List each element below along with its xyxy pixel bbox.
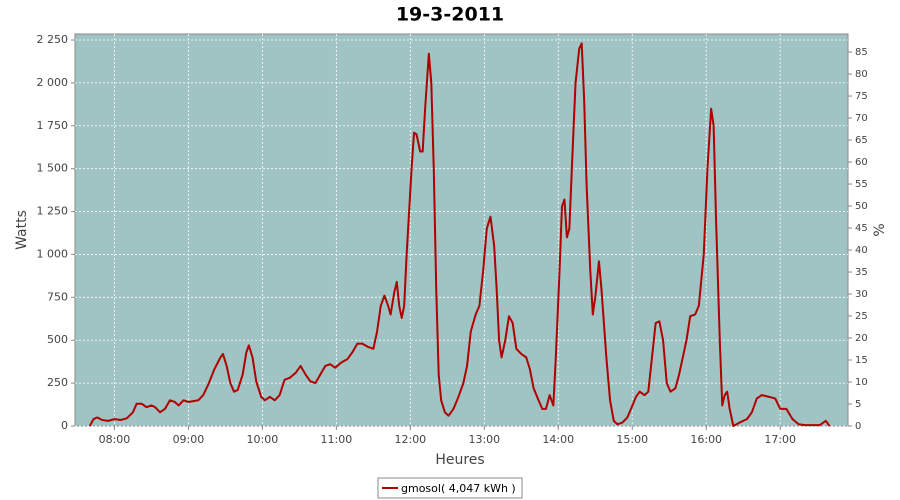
y2-tick-label: 15 bbox=[855, 355, 868, 366]
y-tick-label: 1 250 bbox=[37, 205, 69, 218]
y2-tick-label: 70 bbox=[855, 113, 868, 124]
y2-tick-label: 35 bbox=[855, 267, 868, 278]
y-tick-label: 750 bbox=[47, 290, 68, 303]
y2-axis-label: % bbox=[872, 223, 888, 236]
y2-tick-label: 85 bbox=[855, 47, 868, 58]
y2-tick-label: 75 bbox=[855, 91, 868, 102]
x-tick-label: 08:00 bbox=[99, 433, 131, 446]
y2-tick-label: 80 bbox=[855, 69, 868, 80]
y2-tick-label: 55 bbox=[855, 179, 868, 190]
x-axis-label: Heures bbox=[435, 452, 484, 468]
x-tick-label: 12:00 bbox=[394, 433, 426, 446]
x-tick-label: 15:00 bbox=[616, 433, 648, 446]
marks bbox=[88, 42, 831, 427]
y-tick-label: 1 750 bbox=[37, 119, 69, 132]
y2-tick-label: 65 bbox=[855, 135, 868, 146]
y2-tick-label: 10 bbox=[855, 377, 868, 388]
y-tick-label: 1 000 bbox=[37, 247, 69, 260]
x-tick-label: 11:00 bbox=[321, 433, 353, 446]
x-tick-label: 17:00 bbox=[764, 433, 796, 446]
y-tick-label: 2 000 bbox=[37, 76, 69, 89]
y-tick-label: 1 500 bbox=[37, 162, 69, 175]
x-tick-label: 14:00 bbox=[542, 433, 574, 446]
y2-tick-label: 50 bbox=[855, 201, 868, 212]
y2-tick-label: 40 bbox=[855, 245, 868, 256]
y-axis-label: Watts bbox=[14, 210, 30, 250]
x-tick-label: 10:00 bbox=[247, 433, 279, 446]
plot-area bbox=[74, 33, 849, 427]
y-tick-label: 0 bbox=[61, 419, 68, 432]
y-tick-label: 2 250 bbox=[37, 33, 69, 46]
y-tick-label: 250 bbox=[47, 376, 68, 389]
legend: gmosol( 4,047 kWh ) bbox=[377, 477, 523, 499]
y2-tick-label: 30 bbox=[855, 289, 868, 300]
y2-tick-label: 25 bbox=[855, 311, 868, 322]
legend-box bbox=[377, 477, 523, 499]
y-tick-label: 500 bbox=[47, 333, 68, 346]
x-tick-label: 13:00 bbox=[468, 433, 500, 446]
y2-tick-label: 45 bbox=[855, 223, 868, 234]
series-line bbox=[88, 42, 831, 427]
x-tick-label: 09:00 bbox=[173, 433, 205, 446]
legend-label: gmosol( 4,047 kWh ) bbox=[401, 482, 516, 495]
y2-tick-label: 0 bbox=[855, 421, 861, 432]
y2-tick-label: 20 bbox=[855, 333, 868, 344]
chart-title: 19-3-2011 bbox=[396, 4, 504, 26]
y2-tick-label: 60 bbox=[855, 157, 868, 168]
y2-tick-label: 5 bbox=[855, 399, 861, 410]
x-tick-label: 16:00 bbox=[690, 433, 722, 446]
